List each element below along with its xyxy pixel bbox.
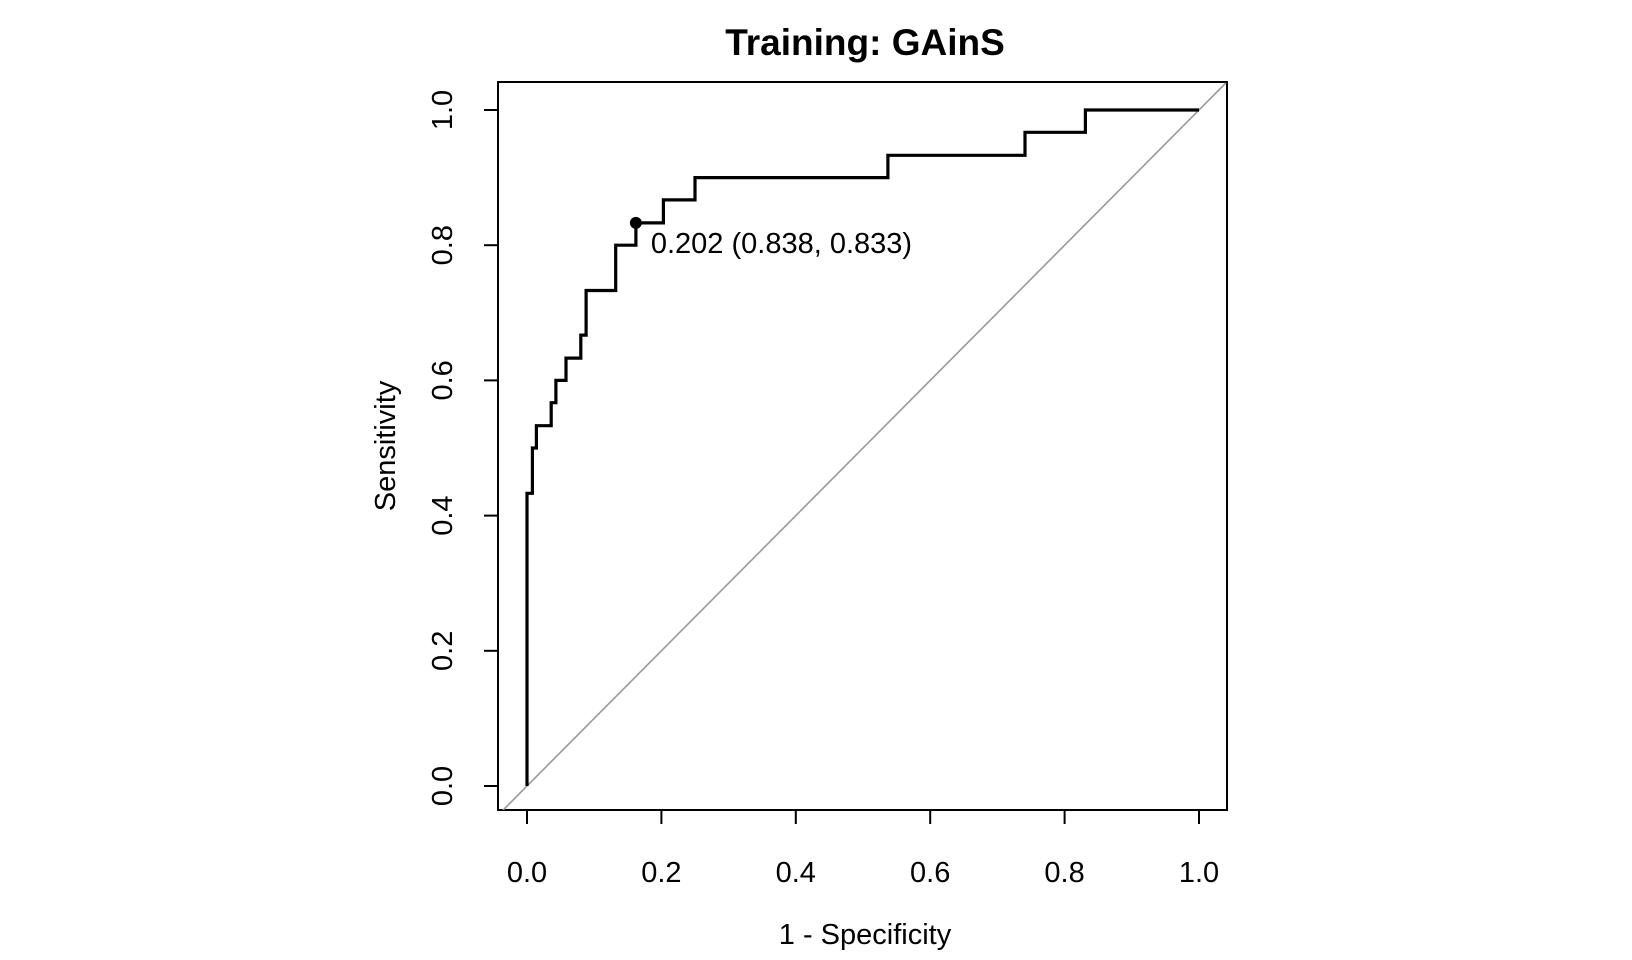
roc-curve-line [525, 108, 1199, 786]
y-axis-label: Sensitivity [370, 380, 402, 511]
x-tick-label: 0.2 [641, 857, 681, 889]
y-tick-label: 0.0 [427, 766, 459, 806]
annotations: 0.202 (0.838, 0.833) [629, 216, 912, 260]
y-tick-label: 0.8 [427, 225, 459, 265]
x-tick-label: 0.4 [776, 857, 816, 889]
plot-area [502, 82, 1227, 810]
y-tick-label: 0.6 [427, 360, 459, 400]
x-tick-label: 0.8 [1044, 857, 1084, 889]
y-tick-label: 0.4 [427, 495, 459, 535]
threshold-point [629, 216, 642, 229]
chart-title: Training: GAinS [725, 22, 1005, 63]
reference-diagonal [502, 82, 1227, 810]
x-axis-label: 1 - Specificity [779, 919, 952, 951]
x-axis: 0.0 0.2 0.4 0.6 0.8 1.0 [507, 809, 1219, 889]
threshold-label: 0.202 (0.838, 0.833) [651, 228, 912, 260]
x-tick-label: 0.6 [910, 857, 950, 889]
y-tick-label: 1.0 [427, 90, 459, 130]
y-axis: 0.0 0.2 0.4 0.6 0.8 1.0 [427, 90, 499, 806]
x-tick-label: 1.0 [1179, 857, 1219, 889]
y-tick-label: 0.2 [427, 631, 459, 671]
x-tick-label: 0.0 [507, 857, 547, 889]
